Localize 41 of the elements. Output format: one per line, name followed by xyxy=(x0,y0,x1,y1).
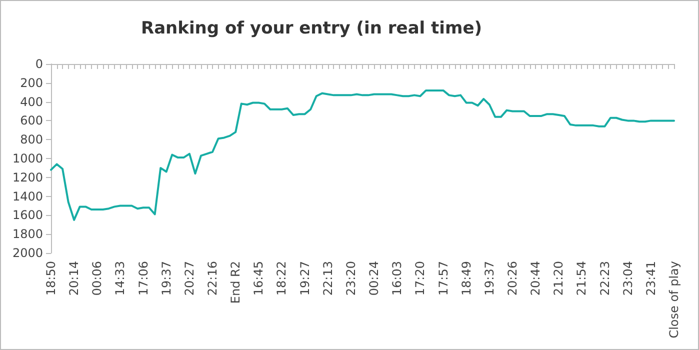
x-tick-label: 17:06 xyxy=(136,261,150,296)
y-tick-label: 1600 xyxy=(12,208,43,222)
x-tick-label: 20:27 xyxy=(182,261,196,296)
x-tick-label: 22:23 xyxy=(598,261,612,296)
x-tick-label: 21:54 xyxy=(574,261,589,296)
x-tick-label: 22:16 xyxy=(206,261,220,296)
x-tick-label: 18:22 xyxy=(274,261,289,296)
x-tick-label: 20:44 xyxy=(528,261,543,296)
x-tick-label: 19:37 xyxy=(159,261,174,296)
x-tick-label: 18:50 xyxy=(44,261,58,296)
x-tick-label: 22:13 xyxy=(320,261,335,296)
y-tick-label: 1800 xyxy=(12,227,43,242)
x-tick-label: 23:20 xyxy=(344,261,358,296)
x-tick-label: 18:49 xyxy=(459,261,474,296)
x-tick-label: 19:37 xyxy=(482,261,496,296)
x-tick-label: 23:41 xyxy=(644,261,658,296)
x-tick-label: 00:24 xyxy=(367,261,382,296)
x-tick-label: 00:06 xyxy=(90,261,104,296)
x-tick-label: 19:27 xyxy=(298,261,312,296)
y-tick-label: 400 xyxy=(20,94,43,109)
x-tick-label: 17:20 xyxy=(413,261,428,296)
x-tick-label: 16:45 xyxy=(252,261,266,296)
x-tick-label: 23:04 xyxy=(620,261,635,296)
y-tick-label: 2000 xyxy=(12,246,43,260)
line-series xyxy=(50,89,675,221)
x-tick-label: Close of play xyxy=(667,261,681,338)
x-tick-label: 14:33 xyxy=(113,261,128,296)
x-tick-label: 17:57 xyxy=(436,261,450,296)
y-tick-label: 800 xyxy=(20,132,43,147)
y-tick-label: 1000 xyxy=(12,152,43,166)
x-tick-label: 16:03 xyxy=(390,261,404,296)
y-tick-label: 1400 xyxy=(12,189,43,204)
x-tick-label: 20:14 xyxy=(67,261,82,296)
y-tick-label: 1200 xyxy=(12,170,43,184)
x-tick-label: 21:20 xyxy=(552,261,566,296)
y-tick-label: 600 xyxy=(20,114,43,128)
y-tick-label: 0 xyxy=(35,57,43,71)
y-tick-label: 200 xyxy=(20,76,43,90)
chart-title: Ranking of your entry (in real time) xyxy=(141,18,482,38)
x-tick-label: 20:26 xyxy=(505,261,520,296)
x-tick-label: End R2 xyxy=(228,261,243,304)
